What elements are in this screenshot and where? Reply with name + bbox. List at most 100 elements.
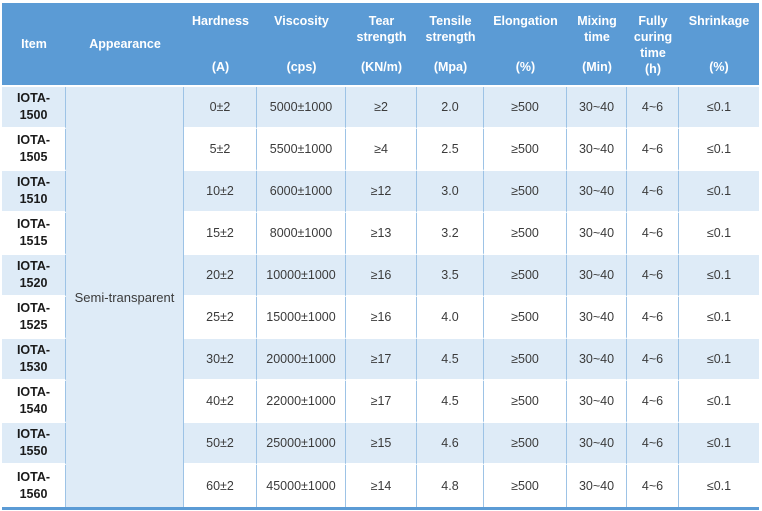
curing-time-cell: 4~6: [627, 339, 679, 381]
curing-time-cell: 4~6: [627, 255, 679, 297]
curing-time-cell: 4~6: [627, 297, 679, 339]
shrinkage-cell: ≤0.1: [679, 129, 759, 171]
table-row: IOTA- 1530 30±2 20000±1000 ≥17 4.5 ≥500 …: [2, 339, 759, 381]
col-header-label: Viscosity: [274, 14, 329, 28]
tear-strength-cell: ≥2: [346, 87, 417, 129]
tensile-strength-cell: 4.6: [417, 423, 484, 465]
elongation-cell: ≥500: [484, 255, 567, 297]
curing-time-cell: 4~6: [627, 381, 679, 423]
hardness-cell: 15±2: [184, 213, 257, 255]
col-header-mixing-time: Mixing time (Min): [567, 3, 627, 87]
col-header-label: Shrinkage: [688, 14, 750, 28]
table-row: IOTA- 1500 Semi-transparent 0±2 5000±100…: [2, 87, 759, 507]
table-row: IOTA- 1505 5±2 5500±1000 ≥4 2.5 ≥500 30~…: [2, 129, 759, 171]
elongation-cell: ≥500: [484, 423, 567, 465]
mixing-time-cell: 30~40: [567, 423, 627, 465]
mixing-time-cell: 30~40: [567, 381, 627, 423]
elongation-cell: ≥500: [484, 297, 567, 339]
shrinkage-cell: ≤0.1: [679, 423, 759, 465]
tear-strength-cell: ≥12: [346, 171, 417, 213]
item-cell: IOTA- 1515: [2, 213, 66, 255]
tear-strength-cell: ≥15: [346, 423, 417, 465]
mixing-time-cell: 30~40: [567, 255, 627, 297]
col-header-shrinkage: Shrinkage (%): [679, 3, 759, 87]
shrinkage-cell: ≤0.1: [679, 213, 759, 255]
hardness-cell: 50±2: [184, 423, 257, 465]
curing-time-cell: 4~6: [627, 423, 679, 465]
hardness-cell: 25±2: [184, 297, 257, 339]
col-header-label: Hardness: [192, 14, 249, 28]
viscosity-cell: 5500±1000: [257, 129, 346, 171]
hardness-cell: 10±2: [184, 171, 257, 213]
col-header-unit: (A): [211, 60, 230, 74]
shrinkage-cell: ≤0.1: [679, 465, 759, 507]
hardness-cell: 0±2: [184, 87, 257, 129]
hardness-cell: 20±2: [184, 255, 257, 297]
tear-strength-cell: ≥14: [346, 465, 417, 507]
viscosity-cell: 10000±1000: [257, 255, 346, 297]
col-header-label: Mixing time: [577, 14, 617, 44]
mixing-time-cell: 30~40: [567, 171, 627, 213]
viscosity-cell: 5000±1000: [257, 87, 346, 129]
col-header-label: Tear strength: [356, 14, 407, 44]
col-header-viscosity: Viscosity (cps): [257, 3, 346, 87]
tensile-strength-cell: 4.8: [417, 465, 484, 507]
viscosity-cell: 22000±1000: [257, 381, 346, 423]
elongation-cell: ≥500: [484, 339, 567, 381]
mixing-time-cell: 30~40: [567, 213, 627, 255]
col-header-appearance: Appearance: [66, 3, 184, 87]
spec-table: Item Appearance Hardness (A) Viscosity (cp…: [2, 3, 759, 510]
item-cell: IOTA- 1560: [2, 465, 66, 507]
col-header-label: Appearance: [89, 37, 161, 51]
tensile-strength-cell: 4.5: [417, 381, 484, 423]
table-row: IOTA- 1520 20±2 10000±1000 ≥16 3.5 ≥500 …: [2, 255, 759, 297]
col-header-label: Fully curing time: [633, 14, 673, 60]
item-cell: IOTA- 1505: [2, 129, 66, 171]
mixing-time-cell: 30~40: [567, 465, 627, 507]
hardness-cell: 5±2: [184, 129, 257, 171]
tear-strength-cell: ≥4: [346, 129, 417, 171]
mixing-time-cell: 30~40: [567, 129, 627, 171]
viscosity-cell: 20000±1000: [257, 339, 346, 381]
table-row: IOTA- 1515 15±2 8000±1000 ≥13 3.2 ≥500 3…: [2, 213, 759, 255]
hardness-cell: 30±2: [184, 339, 257, 381]
viscosity-cell: 25000±1000: [257, 423, 346, 465]
table-row: IOTA- 1510 10±2 6000±1000 ≥12 3.0 ≥500 3…: [2, 171, 759, 213]
item-cell: IOTA- 1510: [2, 171, 66, 213]
col-header-unit: (%): [515, 60, 536, 74]
header-row: Item Appearance Hardness (A) Viscosity (cp…: [2, 3, 759, 87]
viscosity-cell: 15000±1000: [257, 297, 346, 339]
col-header-tensile-strength: Tensile strength (Mpa): [417, 3, 484, 87]
item-cell: IOTA- 1525: [2, 297, 66, 339]
tear-strength-cell: ≥16: [346, 297, 417, 339]
col-header-hardness: Hardness (A): [184, 3, 257, 87]
col-header-label: Item: [21, 37, 47, 51]
shrinkage-cell: ≤0.1: [679, 297, 759, 339]
tensile-strength-cell: 3.0: [417, 171, 484, 213]
mixing-time-cell: 30~40: [567, 339, 627, 381]
viscosity-cell: 8000±1000: [257, 213, 346, 255]
hardness-cell: 60±2: [184, 465, 257, 507]
tensile-strength-cell: 2.5: [417, 129, 484, 171]
viscosity-cell: 45000±1000: [257, 465, 346, 507]
item-cell: IOTA- 1500: [2, 87, 66, 129]
item-cell: IOTA- 1540: [2, 381, 66, 423]
hardness-cell: 40±2: [184, 381, 257, 423]
mixing-time-cell: 30~40: [567, 297, 627, 339]
item-cell: IOTA- 1530: [2, 339, 66, 381]
elongation-cell: ≥500: [484, 465, 567, 507]
col-header-unit: (KN/m): [361, 60, 402, 74]
curing-time-cell: 4~6: [627, 129, 679, 171]
item-cell: IOTA- 1550: [2, 423, 66, 465]
item-cell: IOTA- 1520: [2, 255, 66, 297]
col-header-fully-curing-time: Fully curing time (h): [627, 3, 679, 87]
col-header-elongation: Elongation (%): [484, 3, 567, 87]
shrinkage-cell: ≤0.1: [679, 87, 759, 129]
shrinkage-cell: ≤0.1: [679, 339, 759, 381]
col-header-unit: (h): [645, 62, 661, 76]
table-row: IOTA- 1560 60±2 45000±1000 ≥14 4.8 ≥500 …: [2, 465, 759, 507]
curing-time-cell: 4~6: [627, 171, 679, 213]
elongation-cell: ≥500: [484, 381, 567, 423]
tear-strength-cell: ≥16: [346, 255, 417, 297]
col-header-unit: (cps): [286, 60, 317, 74]
